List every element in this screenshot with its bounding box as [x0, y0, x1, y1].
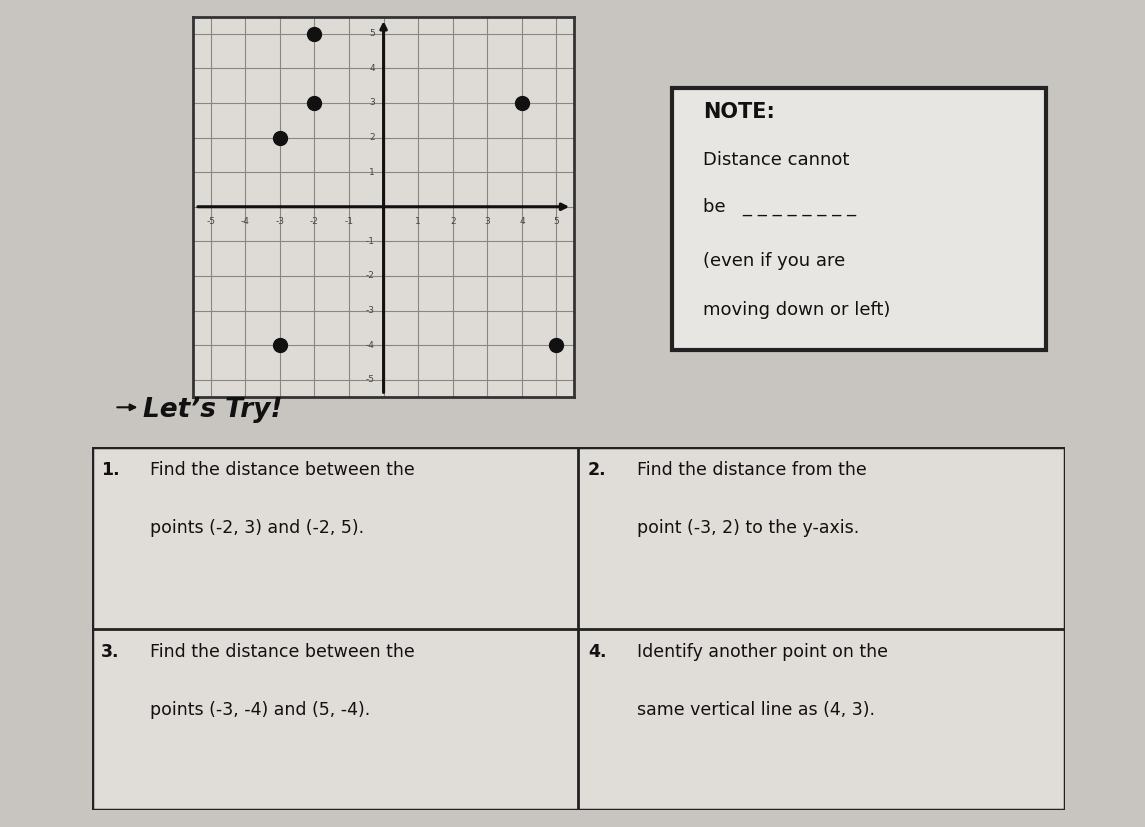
Text: be   _ _ _ _ _ _ _ _: be _ _ _ _ _ _ _ _ [703, 198, 856, 216]
Text: Find the distance from the: Find the distance from the [637, 461, 867, 479]
Text: -4: -4 [366, 341, 374, 350]
Text: -1: -1 [366, 237, 374, 246]
Text: -2: -2 [310, 218, 318, 226]
Text: 2: 2 [450, 218, 456, 226]
Text: 3.: 3. [102, 643, 120, 661]
Text: 1: 1 [369, 168, 374, 177]
Text: 1.: 1. [102, 461, 120, 479]
Text: -3: -3 [275, 218, 284, 226]
Text: -5: -5 [366, 375, 374, 385]
Text: Find the distance between the: Find the distance between the [150, 461, 414, 479]
Text: Find the distance between the: Find the distance between the [150, 643, 414, 661]
Text: 5: 5 [554, 218, 560, 226]
Text: -4: -4 [240, 218, 250, 226]
Text: 3: 3 [369, 98, 374, 108]
Text: 4.: 4. [589, 643, 607, 661]
Text: Let’s Try!: Let’s Try! [143, 397, 283, 423]
Text: 1: 1 [416, 218, 421, 226]
Text: NOTE:: NOTE: [703, 102, 775, 122]
Text: moving down or left): moving down or left) [703, 301, 891, 319]
Text: Distance cannot: Distance cannot [703, 151, 850, 169]
Text: points (-2, 3) and (-2, 5).: points (-2, 3) and (-2, 5). [150, 519, 364, 538]
Text: -5: -5 [206, 218, 215, 226]
Text: 4: 4 [519, 218, 524, 226]
Text: -2: -2 [366, 271, 374, 280]
Text: (even if you are: (even if you are [703, 252, 845, 270]
Text: 2: 2 [370, 133, 374, 142]
Text: 3: 3 [484, 218, 490, 226]
Text: 4: 4 [370, 64, 374, 73]
Text: Identify another point on the: Identify another point on the [637, 643, 887, 661]
FancyBboxPatch shape [672, 88, 1045, 350]
Text: 2.: 2. [589, 461, 607, 479]
Text: -1: -1 [345, 218, 354, 226]
Text: -3: -3 [366, 306, 374, 315]
Text: same vertical line as (4, 3).: same vertical line as (4, 3). [637, 701, 875, 719]
Text: 5: 5 [369, 29, 374, 38]
FancyBboxPatch shape [92, 447, 1065, 810]
Text: point (-3, 2) to the y-axis.: point (-3, 2) to the y-axis. [637, 519, 859, 538]
Text: points (-3, -4) and (5, -4).: points (-3, -4) and (5, -4). [150, 701, 370, 719]
